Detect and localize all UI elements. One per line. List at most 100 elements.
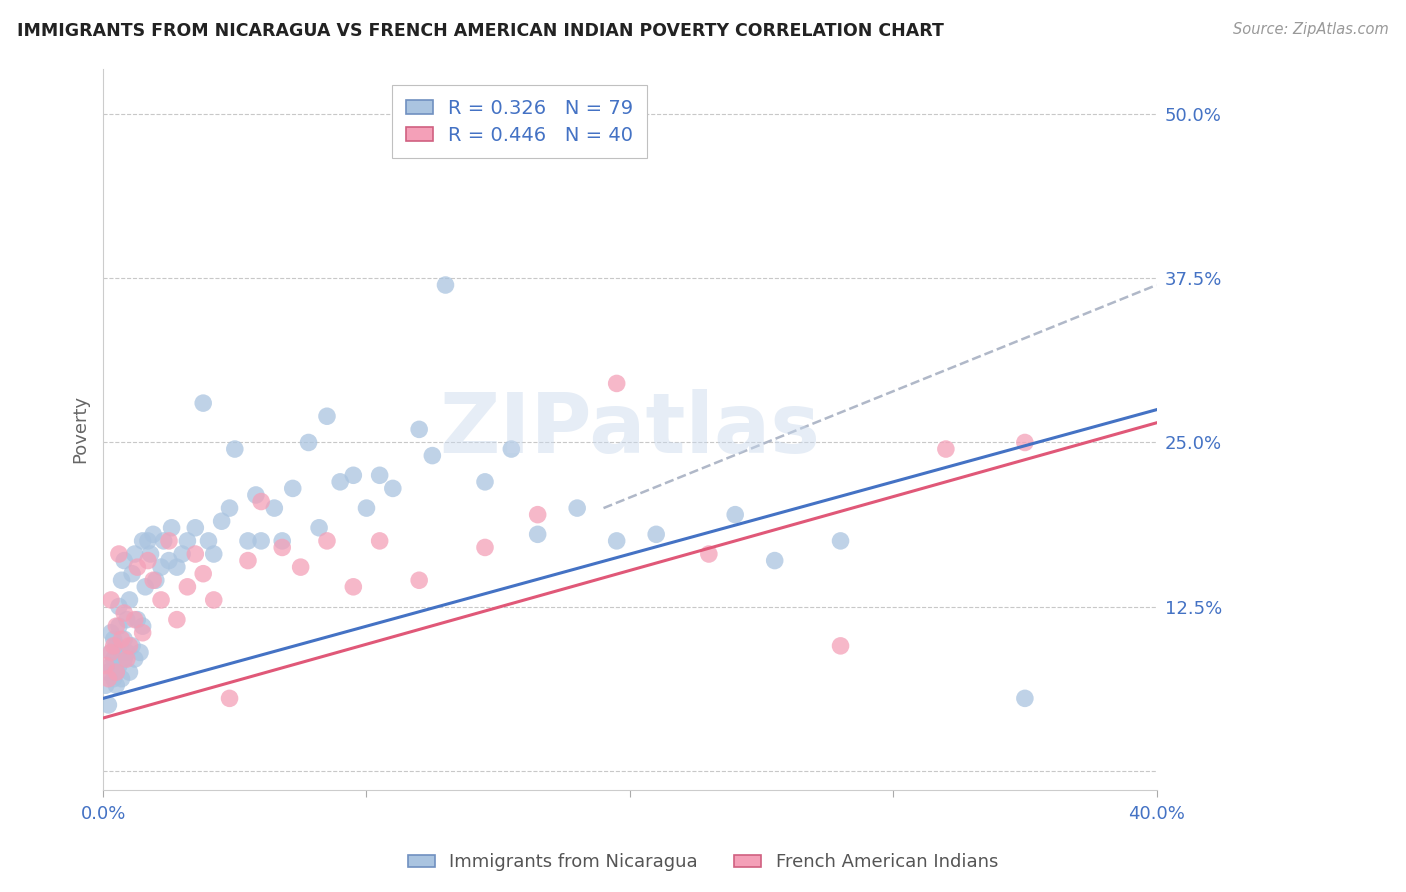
- Point: [103, 639, 125, 653]
- Point: [236, 533, 259, 548]
- Point: [250, 533, 273, 548]
- Point: [935, 442, 957, 456]
- Point: [100, 645, 122, 659]
- Point: [342, 468, 364, 483]
- Point: [100, 658, 122, 673]
- Point: [134, 580, 156, 594]
- Point: [124, 613, 146, 627]
- Point: [184, 521, 207, 535]
- Point: [127, 613, 149, 627]
- Point: [316, 409, 339, 424]
- Point: [329, 475, 352, 489]
- Point: [124, 547, 146, 561]
- Point: [157, 553, 180, 567]
- Point: [697, 547, 720, 561]
- Point: [112, 606, 135, 620]
- Point: [281, 482, 304, 496]
- Point: [202, 547, 225, 561]
- Point: [103, 672, 125, 686]
- Point: [94, 678, 117, 692]
- Point: [112, 632, 135, 647]
- Point: [368, 533, 391, 548]
- Text: Source: ZipAtlas.com: Source: ZipAtlas.com: [1233, 22, 1389, 37]
- Point: [94, 658, 117, 673]
- Point: [420, 449, 443, 463]
- Point: [118, 593, 141, 607]
- Point: [121, 639, 143, 653]
- Point: [129, 645, 152, 659]
- Point: [150, 560, 173, 574]
- Point: [211, 514, 233, 528]
- Point: [139, 547, 162, 561]
- Point: [131, 619, 153, 633]
- Point: [115, 613, 138, 627]
- Point: [176, 533, 198, 548]
- Point: [474, 541, 496, 555]
- Point: [474, 475, 496, 489]
- Point: [105, 619, 128, 633]
- Point: [1014, 435, 1036, 450]
- Point: [97, 665, 120, 679]
- Point: [368, 468, 391, 483]
- Point: [108, 619, 131, 633]
- Point: [218, 691, 240, 706]
- Point: [193, 566, 215, 581]
- Point: [316, 533, 339, 548]
- Point: [124, 652, 146, 666]
- Y-axis label: Poverty: Poverty: [72, 395, 89, 464]
- Point: [142, 527, 165, 541]
- Point: [108, 547, 131, 561]
- Point: [197, 533, 219, 548]
- Point: [110, 672, 132, 686]
- Point: [381, 482, 404, 496]
- Point: [218, 501, 240, 516]
- Point: [526, 527, 548, 541]
- Point: [105, 639, 128, 653]
- Point: [184, 547, 207, 561]
- Point: [105, 665, 128, 679]
- Point: [160, 521, 183, 535]
- Point: [127, 560, 149, 574]
- Point: [115, 645, 138, 659]
- Point: [136, 533, 159, 548]
- Point: [408, 574, 430, 588]
- Point: [526, 508, 548, 522]
- Point: [97, 698, 120, 712]
- Point: [567, 501, 589, 516]
- Point: [290, 560, 312, 574]
- Point: [830, 533, 852, 548]
- Point: [501, 442, 523, 456]
- Point: [112, 553, 135, 567]
- Point: [103, 652, 125, 666]
- Point: [271, 541, 294, 555]
- Point: [131, 533, 153, 548]
- Point: [172, 547, 194, 561]
- Point: [356, 501, 378, 516]
- Point: [110, 645, 132, 659]
- Point: [166, 613, 188, 627]
- Point: [105, 665, 128, 679]
- Point: [142, 574, 165, 588]
- Point: [271, 533, 294, 548]
- Point: [110, 632, 132, 647]
- Point: [112, 652, 135, 666]
- Point: [308, 521, 330, 535]
- Point: [157, 533, 180, 548]
- Point: [121, 566, 143, 581]
- Point: [250, 494, 273, 508]
- Point: [724, 508, 747, 522]
- Point: [763, 553, 786, 567]
- Point: [830, 639, 852, 653]
- Point: [342, 580, 364, 594]
- Point: [263, 501, 285, 516]
- Text: IMMIGRANTS FROM NICARAGUA VS FRENCH AMERICAN INDIAN POVERTY CORRELATION CHART: IMMIGRANTS FROM NICARAGUA VS FRENCH AMER…: [17, 22, 943, 40]
- Point: [202, 593, 225, 607]
- Point: [193, 396, 215, 410]
- Point: [152, 533, 174, 548]
- Point: [115, 652, 138, 666]
- Point: [136, 553, 159, 567]
- Point: [645, 527, 668, 541]
- Point: [105, 678, 128, 692]
- Point: [97, 672, 120, 686]
- Point: [166, 560, 188, 574]
